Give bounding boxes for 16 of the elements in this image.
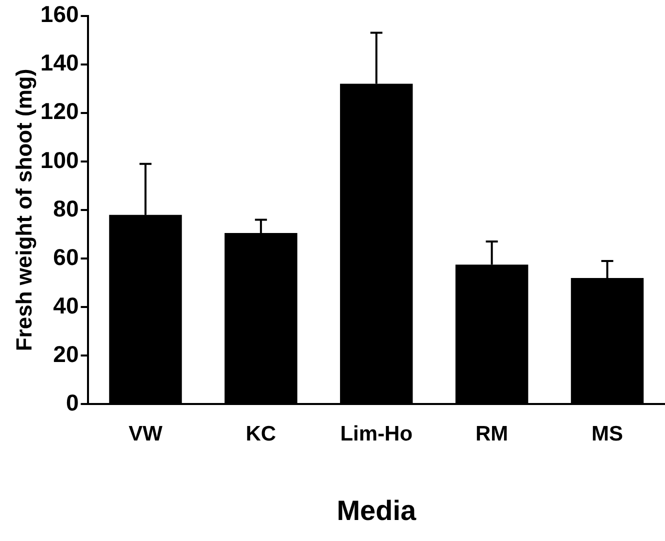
y-tick-label: 20 [53,340,79,367]
x-tick-label: RM [475,422,508,446]
x-tick-label: KC [246,422,276,446]
y-tick-label: 0 [66,390,79,416]
y-tick-label: 160 [40,1,79,28]
y-tick-label: 120 [40,98,79,124]
x-axis-title: Media [336,494,416,526]
y-tick-label: 40 [53,292,79,318]
y-tick-label: 60 [53,244,79,270]
y-tick-label: 140 [40,50,79,76]
y-tick-label: 100 [40,146,79,173]
x-tick-label: Lim-Ho [340,422,413,446]
y-tick-label: 80 [53,195,79,222]
x-tick-label: MS [592,422,624,446]
x-tick-label: VW [128,422,163,446]
y-axis-title: Fresh weight of shoot (mg) [11,68,36,352]
